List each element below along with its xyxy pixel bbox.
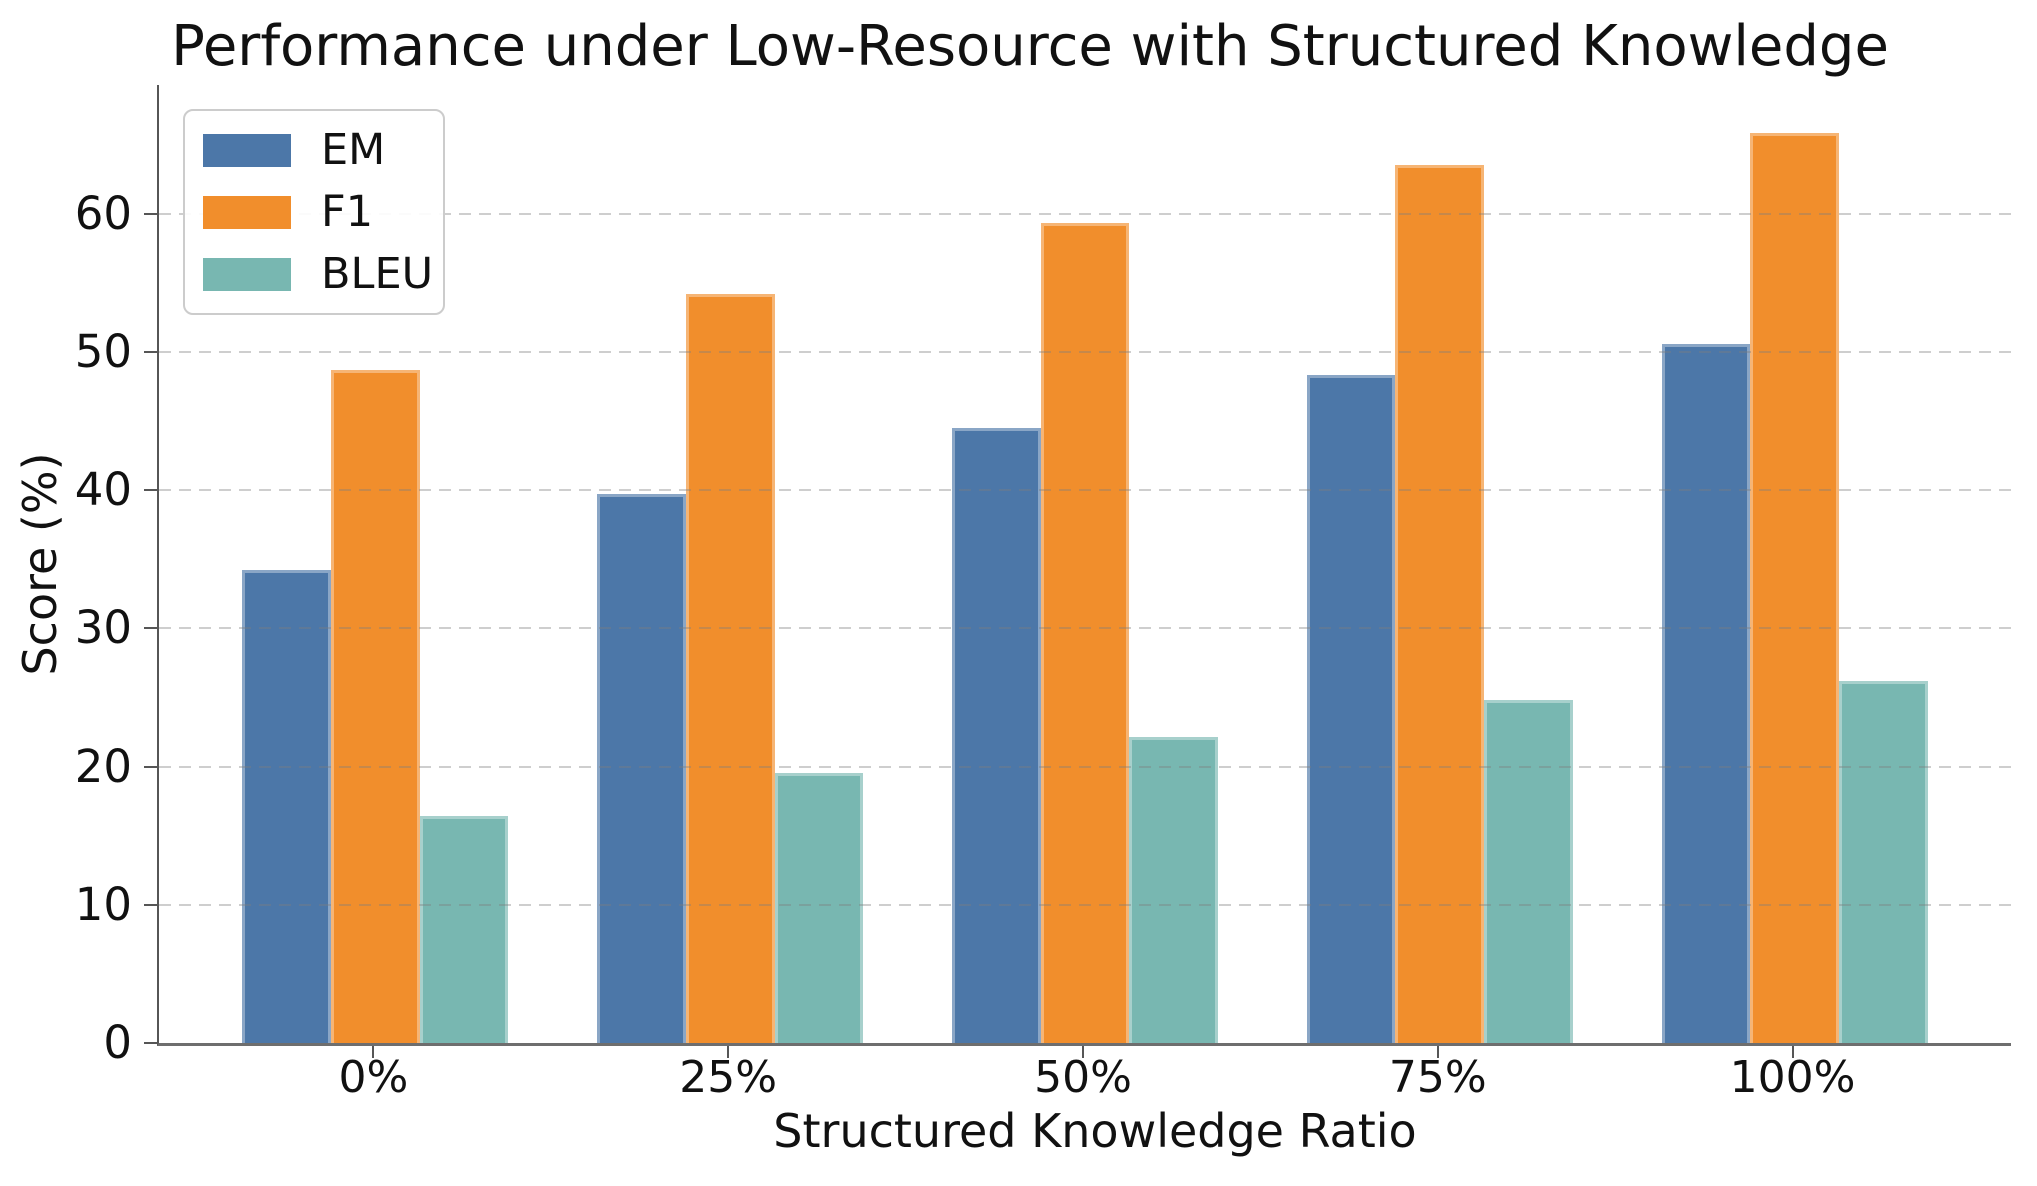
x-tick-mark-0% — [372, 1046, 375, 1058]
x-tick-mark-25% — [727, 1046, 730, 1058]
bar-f1-0% — [331, 369, 420, 1043]
y-tick-mark-20 — [144, 765, 157, 768]
y-tick-mark-0 — [144, 1042, 157, 1044]
x-tick-label-75%: 75% — [1388, 1052, 1487, 1103]
bar-em-75% — [1306, 375, 1396, 1043]
legend-label-bleu: BLEU — [321, 248, 434, 299]
y-tick-mark-30 — [144, 627, 157, 630]
bar-em-25% — [597, 494, 686, 1043]
x-tick-mark-100% — [1791, 1046, 1794, 1058]
x-tick-label-50%: 50% — [1034, 1052, 1132, 1103]
chart-title: Performance under Low-Resource with Stru… — [171, 14, 1889, 79]
bar-em-50% — [951, 427, 1041, 1043]
bar-bleu-75% — [1484, 700, 1573, 1043]
legend-label-f1: F1 — [321, 186, 374, 237]
bars-layer — [159, 85, 2011, 1043]
y-tick-label-40: 40 — [74, 463, 132, 517]
x-tick-mark-75% — [1436, 1046, 1439, 1058]
x-axis-label: Structured Knowledge Ratio — [773, 1104, 1417, 1158]
bar-f1-50% — [1040, 223, 1130, 1043]
bar-f1-100% — [1750, 133, 1839, 1043]
legend-label-em: EM — [321, 124, 386, 175]
y-tick-mark-50 — [144, 350, 157, 353]
y-tick-label-60: 60 — [74, 186, 132, 240]
plot-area: EM F1 BLEU — [157, 85, 2011, 1046]
y-tick-mark-60 — [144, 212, 157, 215]
bar-bleu-25% — [774, 773, 864, 1043]
bar-bleu-50% — [1129, 737, 1219, 1043]
legend-swatch-f1 — [203, 195, 291, 229]
bar-bleu-0% — [419, 816, 509, 1043]
legend-swatch-bleu — [203, 257, 291, 291]
legend-row-f1: F1 — [203, 188, 425, 236]
y-tick-label-50: 50 — [74, 324, 132, 378]
legend-row-em: EM — [203, 126, 425, 174]
legend-row-bleu: BLEU — [203, 250, 433, 298]
legend: EM F1 BLEU — [183, 109, 445, 315]
y-tick-mark-10 — [144, 903, 157, 906]
x-tick-label-25%: 25% — [679, 1052, 778, 1103]
bar-f1-75% — [1395, 165, 1485, 1043]
x-tick-label-100%: 100% — [1729, 1052, 1856, 1103]
x-tick-mark-50% — [1082, 1046, 1084, 1058]
legend-swatch-em — [203, 133, 291, 167]
bar-f1-25% — [685, 293, 775, 1043]
x-tick-label-0%: 0% — [338, 1052, 409, 1103]
y-tick-mark-40 — [144, 489, 157, 492]
bar-bleu-100% — [1838, 680, 1928, 1043]
y-tick-label-10: 10 — [74, 877, 132, 931]
bar-em-100% — [1661, 343, 1751, 1043]
y-tick-label-20: 20 — [74, 739, 132, 793]
bar-em-0% — [242, 570, 332, 1043]
y-tick-label-30: 30 — [74, 601, 132, 655]
y-tick-label-0: 0 — [103, 1016, 132, 1069]
